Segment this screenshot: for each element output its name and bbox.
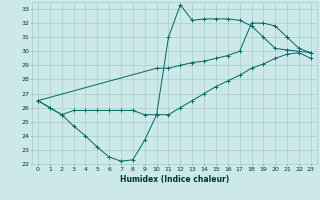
X-axis label: Humidex (Indice chaleur): Humidex (Indice chaleur) — [120, 175, 229, 184]
